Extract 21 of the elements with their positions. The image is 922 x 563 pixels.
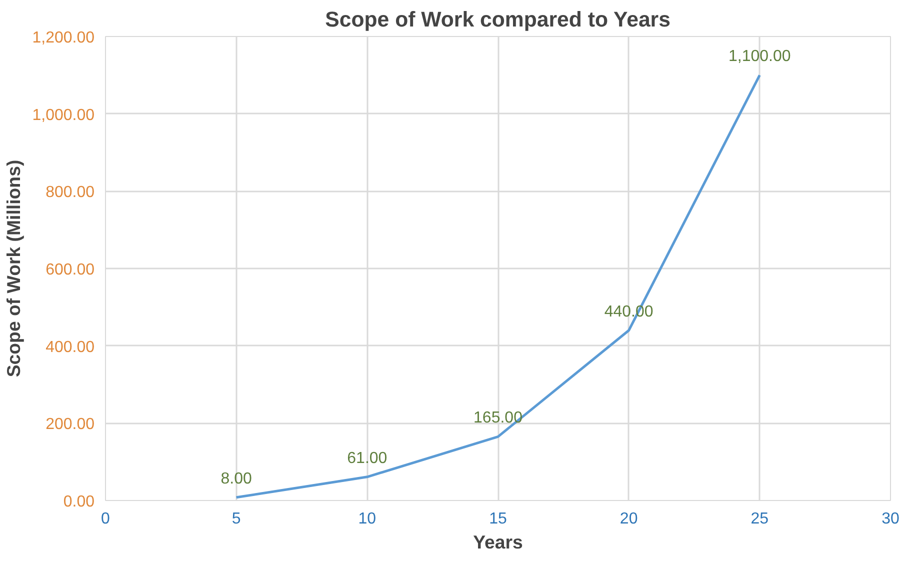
y-tick-label: 400.00 (46, 338, 95, 356)
x-axis-title: Years (473, 532, 523, 552)
x-tick-label: 10 (358, 510, 376, 528)
data-label: 1,100.00 (728, 48, 791, 66)
y-tick-label: 200.00 (46, 416, 95, 434)
y-tick-label: 600.00 (46, 262, 95, 278)
y-axis-title: Scope of Work (Millions) (3, 160, 24, 378)
y-tick-label: 0.00 (63, 494, 95, 510)
x-tick-label: 15 (489, 510, 507, 528)
x-tick-label: 30 (882, 510, 900, 528)
y-tick-label: 1,200.00 (32, 30, 95, 46)
data-label: 61.00 (347, 450, 388, 467)
x-tick-label: 20 (620, 510, 638, 528)
x-tick-label: 0 (101, 510, 110, 528)
y-tick-label: 1,000.00 (32, 106, 95, 124)
data-label: 165.00 (474, 410, 523, 427)
x-tick-label: 5 (232, 510, 241, 528)
chart-title: Scope of Work compared to Years (325, 8, 670, 32)
x-tick-label: 25 (750, 510, 769, 528)
data-label: 8.00 (220, 470, 252, 488)
y-tick-label: 800.00 (46, 184, 95, 202)
